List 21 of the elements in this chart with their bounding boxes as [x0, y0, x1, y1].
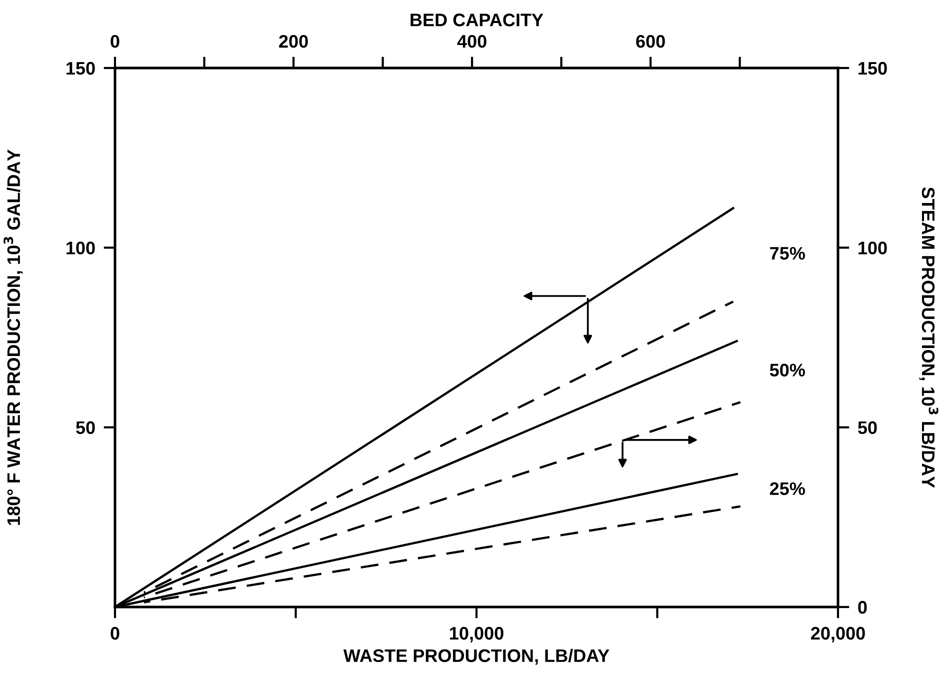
annotation: 25% — [770, 482, 805, 496]
y-tick-label: 100 — [66, 242, 95, 254]
x2-tick-label: 600 — [636, 34, 665, 48]
annotation: 50% — [770, 364, 805, 376]
y-axis-title: 180° F WATER PRODUCTION, 10$^{3}$ GAL/DAY — [4, 149, 23, 525]
x2-tick-label: 400 — [457, 34, 486, 48]
y-tick-label: 150 — [66, 62, 95, 75]
y2-tick-label: 100 — [858, 242, 887, 254]
y2-tick-label: 50 — [858, 421, 877, 434]
y-tick-label: 50 — [76, 421, 95, 434]
x2-tick-label: 0 — [110, 34, 120, 48]
x-axis-title: WASTE PRODUCTION, LB/DAY — [343, 648, 610, 665]
annotation: 75% — [770, 246, 805, 260]
y2-tick-label: 150 — [858, 62, 887, 75]
y2-tick-label: 0 — [858, 600, 867, 614]
x-tick-label: 10,000 — [450, 626, 504, 642]
y2-axis-title: STEAM PRODUCTION, 10$^{3}$ LB/DAY — [919, 187, 938, 488]
x-tick-label: 0 — [110, 626, 120, 640]
x-tick-label: 20,000 — [811, 626, 865, 642]
x2-tick-label: 200 — [279, 34, 308, 48]
x2-axis-title: BED CAPACITY — [410, 14, 544, 26]
